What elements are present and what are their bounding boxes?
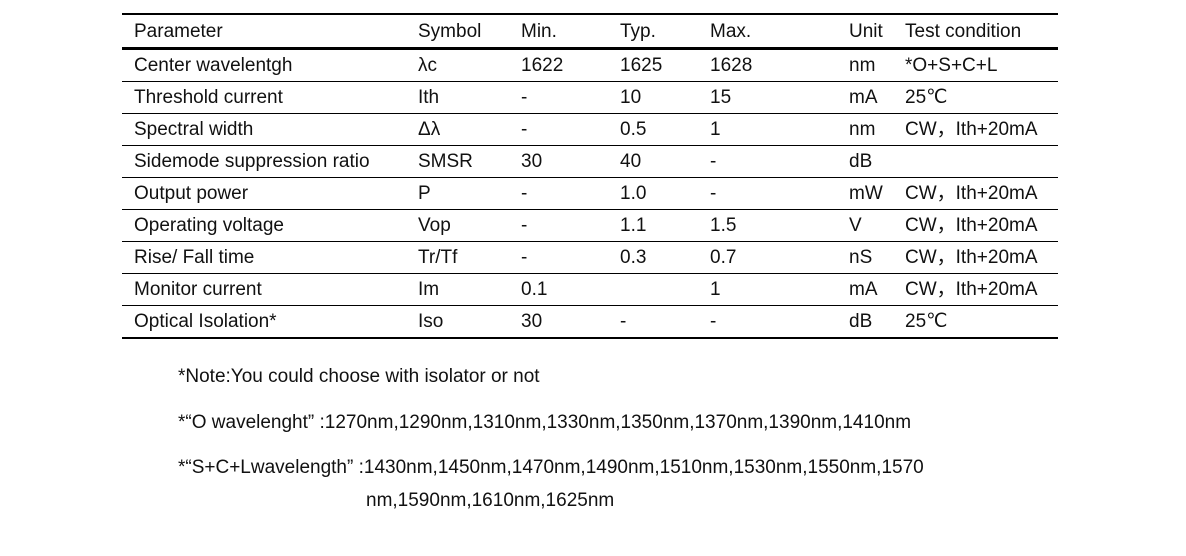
cell-typ: 0.3 [608, 241, 698, 274]
note-scl-wavelength: *“S+C+Lwavelength” :1430nm,1450nm,1470nm… [178, 457, 924, 478]
header-test-condition: Test condition [895, 14, 1058, 50]
cell-min: - [509, 241, 608, 274]
table-row: Center wavelentgh λc 1622 1625 1628 nm *O+S+C+… [122, 48, 1058, 82]
cell-typ: 10 [608, 81, 698, 114]
table-row: Output power P -1.0- mW CW，Ith+20mA [122, 177, 1058, 210]
cell-min: 30 [521, 311, 543, 332]
cell-max: 1 [698, 273, 837, 306]
cell-max: - [698, 145, 837, 178]
cell-max: 15 [698, 81, 837, 114]
cell-symbol: Δλ [406, 113, 509, 146]
cell-test-condition [895, 145, 1058, 178]
cell-max: 1628 [698, 48, 837, 82]
cell-max: - [710, 311, 717, 332]
cell-test-condition: CW，Ith+20mA [895, 241, 1058, 274]
cell-symbol: SMSR [406, 145, 509, 178]
cell-test-condition: CW，Ith+20mA [895, 273, 1058, 306]
cell-unit: mA [837, 81, 895, 114]
cell-parameter: Spectral width [122, 113, 406, 146]
cell-test-condition: CW，Ith+20mA [895, 113, 1058, 146]
cell-max: 0.7 [698, 241, 837, 274]
cell-max: 1 [698, 113, 837, 146]
cell-min: - [509, 177, 608, 210]
cell-parameter: Output power [122, 177, 406, 210]
cell-unit: dB [849, 311, 873, 332]
cell-parameter: Operating voltage [122, 209, 406, 242]
table-row: Sidemode suppression ratio SMSR 30 40- dB [122, 145, 1058, 178]
cell-typ: 1.1 [608, 209, 698, 242]
cell-test-condition: CW，Ith+20mA [895, 177, 1058, 210]
cell-symbol: P [406, 177, 509, 210]
header-typ: Typ. [608, 14, 698, 50]
cell-typ: 1625 [608, 48, 698, 82]
cell-unit: dB [837, 145, 895, 178]
cell-max: 1.5 [698, 209, 837, 242]
cell-typ: 1.0 [608, 177, 698, 210]
cell-typ [608, 273, 698, 306]
cell-unit: V [837, 209, 895, 242]
cell-test-condition: 25℃ [895, 81, 1058, 114]
cell-unit: nm [837, 113, 895, 146]
table-row: Operating voltage Vop -1.1 1.5 V CW，Ith+20mA [122, 209, 1058, 242]
header-symbol: Symbol [406, 14, 509, 50]
cell-min: - [509, 81, 608, 114]
table-row: Threshold current Ith -10 15 mA 25℃ [122, 81, 1058, 114]
cell-parameter: Rise/ Fall time [122, 241, 406, 274]
table-row: Spectral width Δλ -0.5 1 nm CW，Ith+20mA [122, 113, 1058, 146]
table-header-row: Parameter Symbol Min. Typ. Max. Unit Test cond… [122, 14, 1058, 50]
cell-min: - [509, 113, 608, 146]
table-row: Rise/ Fall time Tr/Tf -0.3 0.7 nS CW，Ith+20mA [122, 241, 1058, 274]
cell-unit: mA [837, 273, 895, 306]
cell-typ: 40 [608, 145, 698, 178]
note-scl-wavelength-cont: nm,1590nm,1610nm,1625nm [366, 490, 615, 511]
cell-test-condition: 25℃ [905, 311, 948, 332]
note-isolator: *Note:You could choose with isolator or … [178, 366, 540, 387]
cell-parameter: Sidemode suppression ratio [122, 145, 406, 178]
cell-min: 0.1 [509, 273, 608, 306]
cell-symbol: Ith [406, 81, 509, 114]
cell-parameter: Threshold current [122, 81, 406, 114]
cell-parameter: Center wavelentgh [122, 48, 406, 82]
header-unit: Unit [837, 14, 895, 50]
header-max: Max. [698, 14, 837, 50]
cell-symbol: Im [406, 273, 509, 306]
cell-typ: - [620, 311, 627, 332]
cell-symbol: Tr/Tf [406, 241, 509, 274]
table-row: Optical Isolation* Iso 30 - - dB 25℃ [122, 306, 1058, 339]
cell-max: - [698, 177, 837, 210]
cell-min: 30 [509, 145, 608, 178]
cell-symbol: Iso [418, 311, 444, 332]
table-row: Monitor current Im 0.1 1 mA CW，Ith+20mA [122, 273, 1058, 306]
cell-parameter: Monitor current [122, 273, 406, 306]
cell-unit: nm [837, 48, 895, 82]
cell-typ: 0.5 [608, 113, 698, 146]
cell-symbol: Vop [406, 209, 509, 242]
cell-unit: mW [837, 177, 895, 210]
cell-test-condition: *O+S+C+L [895, 48, 1058, 82]
cell-parameter: Optical Isolation* [134, 311, 277, 332]
cell-symbol: λc [406, 48, 509, 82]
spec-table: Parameter Symbol Min. Typ. Max. Unit Test cond… [122, 13, 1058, 339]
header-parameter: Parameter [122, 14, 406, 50]
cell-unit: nS [837, 241, 895, 274]
note-o-wavelength: *“O wavelenght” :1270nm,1290nm,1310nm,13… [178, 412, 912, 433]
cell-min: - [509, 209, 608, 242]
cell-test-condition: CW，Ith+20mA [895, 209, 1058, 242]
header-min: Min. [509, 14, 608, 50]
cell-min: 1622 [509, 48, 608, 82]
